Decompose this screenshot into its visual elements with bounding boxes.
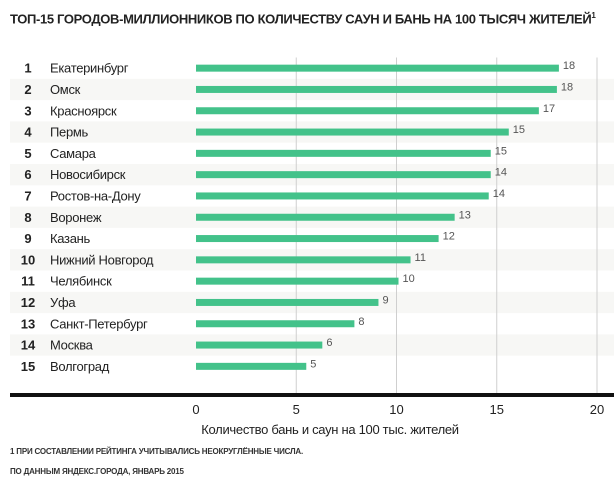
category-label: Уфа <box>50 295 76 310</box>
data-label: 10 <box>403 273 415 285</box>
data-label: 9 <box>382 294 388 306</box>
rank-label: 12 <box>21 295 35 310</box>
bar <box>196 64 559 72</box>
data-label: 12 <box>443 231 455 243</box>
x-tick-label: 15 <box>490 402 504 417</box>
bar-chart: 1 Екатеринбург 18 2 Омск 18 3 Красноярск 17 4 Перм… <box>10 57 614 437</box>
data-label: 14 <box>493 188 505 200</box>
rank-label: 2 <box>24 82 31 97</box>
data-label: 15 <box>513 124 525 136</box>
category-label: Санкт-Петербург <box>50 316 148 331</box>
rank-label: 3 <box>24 103 31 118</box>
data-label: 18 <box>561 81 573 93</box>
footnote-1: 1 ПРИ СОСТАВЛЕНИИ РЕЙТИНГА УЧИТЫВАЛИСЬ Н… <box>10 447 304 456</box>
rank-label: 15 <box>21 359 35 374</box>
data-label: 18 <box>563 60 575 72</box>
rank-label: 13 <box>21 316 35 331</box>
data-label: 15 <box>495 145 507 157</box>
bar <box>196 149 491 157</box>
data-label: 14 <box>495 167 507 179</box>
bar <box>196 213 455 221</box>
category-label: Новосибирск <box>50 167 126 182</box>
bar <box>196 256 411 264</box>
chart-title: ТОП-15 ГОРОДОВ-МИЛЛИОННИКОВ ПО КОЛИЧЕСТВ… <box>10 8 610 27</box>
data-label: 17 <box>543 103 555 115</box>
category-label: Екатеринбург <box>50 61 129 76</box>
bar <box>196 128 509 136</box>
x-axis-line <box>10 393 614 397</box>
rank-label: 4 <box>24 125 32 140</box>
x-tick-label: 20 <box>590 402 604 417</box>
category-label: Москва <box>50 338 94 353</box>
bar <box>196 298 379 306</box>
bar <box>196 235 439 243</box>
title-footnote-mark: 1 <box>591 11 596 20</box>
bar <box>196 85 557 93</box>
rank-label: 10 <box>21 252 35 267</box>
source-note: ПО ДАННЫМ ЯНДЕКС.ГОРОДА, ЯНВАРЬ 2015 <box>10 467 184 476</box>
bar <box>196 107 539 115</box>
category-label: Ростов-на-Дону <box>50 188 141 203</box>
rank-label: 1 <box>24 61 31 76</box>
bar <box>196 171 491 179</box>
category-label: Красноярск <box>50 103 117 118</box>
x-tick-label: 5 <box>293 402 300 417</box>
category-label: Нижний Новгород <box>50 252 154 267</box>
category-label: Самара <box>50 146 97 161</box>
rank-label: 7 <box>24 188 31 203</box>
rank-label: 9 <box>24 231 31 246</box>
rank-label: 11 <box>21 274 35 289</box>
data-label: 11 <box>415 252 426 264</box>
bar <box>196 341 323 349</box>
chart-title-text: ТОП-15 ГОРОДОВ-МИЛЛИОННИКОВ ПО КОЛИЧЕСТВ… <box>10 11 592 27</box>
rank-label: 14 <box>21 338 36 353</box>
x-tick-label: 0 <box>192 402 199 417</box>
category-label: Челябинск <box>50 274 112 289</box>
bar <box>196 362 307 370</box>
bar <box>196 192 489 200</box>
x-tick-label: 10 <box>389 402 403 417</box>
data-label: 5 <box>310 358 316 370</box>
category-label: Омск <box>50 82 81 97</box>
bar <box>196 277 399 285</box>
rank-label: 5 <box>24 146 31 161</box>
category-label: Казань <box>50 231 91 246</box>
data-label: 8 <box>358 316 364 328</box>
category-label: Пермь <box>50 125 89 140</box>
data-label: 13 <box>459 209 471 221</box>
rank-label: 8 <box>24 210 31 225</box>
x-axis-title: Количество бань и саун на 100 тыс. жител… <box>201 422 459 437</box>
data-label: 6 <box>326 337 332 349</box>
bar <box>196 320 355 328</box>
category-label: Воронеж <box>50 210 102 225</box>
rank-label: 6 <box>24 167 31 182</box>
category-label: Волгоград <box>50 359 110 374</box>
